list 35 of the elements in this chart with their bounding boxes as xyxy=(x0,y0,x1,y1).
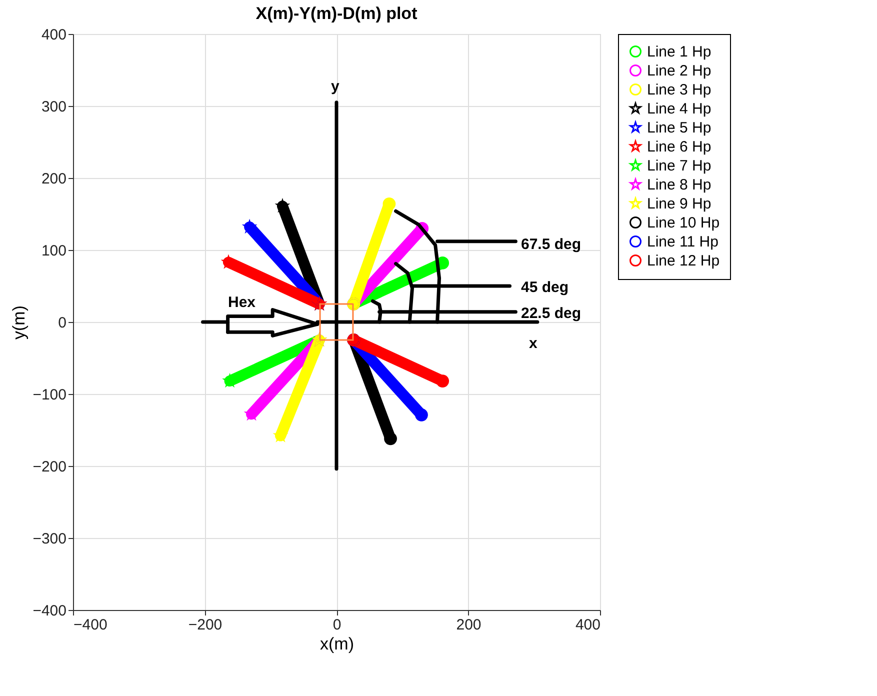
y-tick-label: −300 xyxy=(32,530,66,548)
legend-label: Line 1 Hp xyxy=(647,44,712,60)
legend-label: Line 7 Hp xyxy=(647,158,712,174)
legend-label: Line 4 Hp xyxy=(647,100,712,118)
y-tick-label: 400 xyxy=(41,26,66,44)
y-tick-label: 100 xyxy=(41,242,66,260)
y-tick-label: −400 xyxy=(32,602,66,620)
annotation: x xyxy=(529,335,538,352)
legend-label: Line 8 Hp xyxy=(647,176,712,194)
annotation: 22.5 deg xyxy=(521,305,582,322)
y-axis-title: y(m) xyxy=(10,306,29,340)
y-tick-label: 300 xyxy=(41,98,66,116)
x-tick-label: 200 xyxy=(456,616,482,634)
x-tick-label: −400 xyxy=(74,616,108,634)
y-tick-label: 200 xyxy=(41,170,66,188)
legend-label: Line 12 Hp xyxy=(647,252,720,270)
annotation: 45 deg xyxy=(521,279,569,296)
x-tick-label: 0 xyxy=(332,616,342,634)
x-axis-title: x(m) xyxy=(320,634,354,654)
legend-label: Line 11 Hp xyxy=(647,234,718,250)
x-tick-label: 400 xyxy=(575,616,600,634)
x-tick-label: −200 xyxy=(188,616,222,634)
legend-label: Line 6 Hp xyxy=(647,138,712,156)
legend-label: Line 10 Hp xyxy=(647,214,720,232)
y-tick-label: −200 xyxy=(32,458,66,476)
y-tick-label: 0 xyxy=(58,314,66,332)
legend-label: Line 9 Hp xyxy=(647,196,712,212)
chart-title: X(m)-Y(m)-D(m) plot xyxy=(256,4,418,23)
legend-label: Line 5 Hp xyxy=(647,120,712,136)
annotation: Hex xyxy=(228,294,256,311)
legend-label: Line 2 Hp xyxy=(647,62,712,80)
annotation: y xyxy=(331,78,340,95)
legend-label: Line 3 Hp xyxy=(647,82,712,98)
annotation: 67.5 deg xyxy=(521,236,582,253)
y-tick-label: −100 xyxy=(32,386,66,404)
